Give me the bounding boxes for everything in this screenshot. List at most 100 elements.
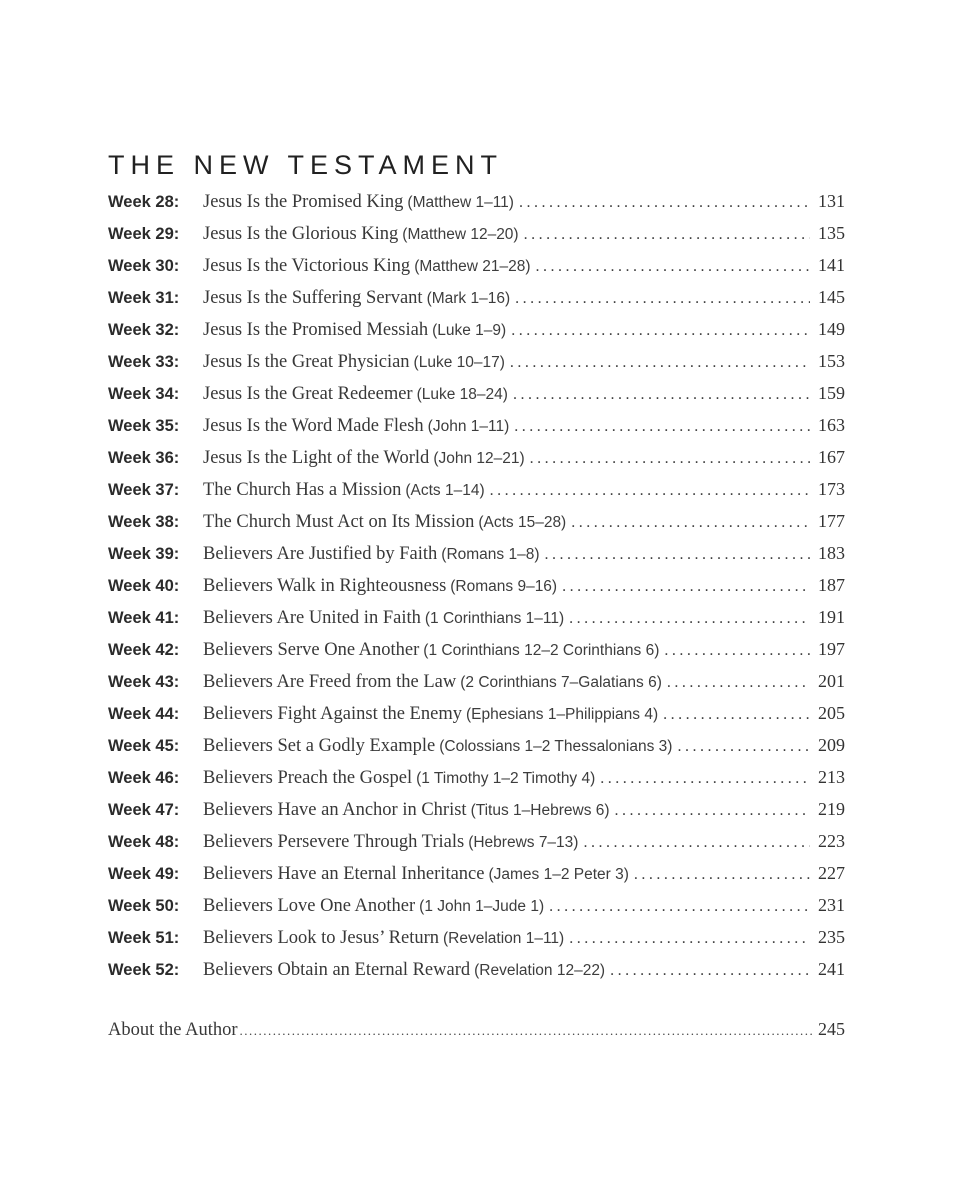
dot-leader: ........................................… <box>569 610 810 627</box>
entry-title: The Church Has a Mission <box>203 480 402 500</box>
entry-title: Jesus Is the Glorious King <box>203 224 399 244</box>
entry-title: Jesus Is the Word Made Flesh <box>203 416 424 436</box>
entry-title: The Church Must Act on Its Mission <box>203 512 475 532</box>
dot-leader: ........................................… <box>610 962 810 979</box>
page-number: 213 <box>818 767 845 787</box>
toc-entry-text: Believers Obtain an Eternal Reward (Reve… <box>203 960 605 981</box>
page-number: 135 <box>818 223 845 243</box>
week-label: Week 43: <box>108 673 180 691</box>
toc-row: Week 28: Jesus Is the Promised King (Mat… <box>108 191 845 223</box>
toc-row: Week 48: Believers Persevere Through Tri… <box>108 831 845 863</box>
scripture-reference: (1 Corinthians 12–2 Corinthians 6) <box>423 642 660 659</box>
toc-entry-text: The Church Must Act on Its Mission (Acts… <box>203 512 566 533</box>
toc-row: Week 34: Jesus Is the Great Redeemer (Lu… <box>108 383 845 415</box>
page-number: 173 <box>818 479 845 499</box>
toc-row: Week 44: Believers Fight Against the Ene… <box>108 703 845 735</box>
toc-row: Week 49: Believers Have an Eternal Inher… <box>108 863 845 895</box>
entry-title: Believers Are Justified by Faith <box>203 544 438 564</box>
toc-entry-text: Believers Persevere Through Trials (Hebr… <box>203 832 578 853</box>
toc-entry-text: Believers Serve One Another (1 Corinthia… <box>203 640 659 661</box>
dot-leader: ........................................… <box>511 322 810 339</box>
page-number: 191 <box>818 607 845 627</box>
page-number: 131 <box>818 191 845 211</box>
toc-entry-text: Believers Fight Against the Enemy (Ephes… <box>203 704 658 725</box>
page-number: 235 <box>818 927 845 947</box>
scripture-reference: (Mark 1–16) <box>426 290 511 307</box>
scripture-reference: (Luke 1–9) <box>432 322 507 339</box>
dot-leader: ........................................… <box>489 482 810 499</box>
week-label: Week 49: <box>108 865 180 883</box>
dot-leader: ........................................… <box>614 802 810 819</box>
scripture-reference: (John 12–21) <box>433 450 525 467</box>
week-label: Week 42: <box>108 641 180 659</box>
entry-title: Jesus Is the Victorious King <box>203 256 411 276</box>
week-label: Week 44: <box>108 705 180 723</box>
dot-leader: ........................................… <box>677 738 810 755</box>
week-label: Week 51: <box>108 929 180 947</box>
dot-leader: ........................................… <box>571 514 810 531</box>
entry-title: Jesus Is the Great Redeemer <box>203 384 413 404</box>
dot-leader: ........................................… <box>544 546 810 563</box>
dot-leader: ........................................… <box>633 866 810 883</box>
dot-leader: ........................................… <box>666 674 810 691</box>
page-number: 209 <box>818 735 845 755</box>
page-number: 241 <box>818 959 845 979</box>
scripture-reference: (Matthew 12–20) <box>402 226 519 243</box>
about-author-row: About the Author .......................… <box>108 1019 845 1041</box>
page-number: 141 <box>818 255 845 275</box>
dot-leader: ........................................… <box>512 386 810 403</box>
page-number: 245 <box>818 1019 845 1039</box>
entry-title: Jesus Is the Light of the World <box>203 448 430 468</box>
week-label: Week 46: <box>108 769 180 787</box>
scripture-reference: (1 Timothy 1–2 Timothy 4) <box>416 770 596 787</box>
dot-leader: ........................................… <box>239 1023 813 1038</box>
week-label: Week 52: <box>108 961 180 979</box>
entry-title: Believers Have an Eternal Inheritance <box>203 864 485 884</box>
toc-row: Week 41: Believers Are United in Faith (… <box>108 607 845 639</box>
toc-entry-text: Jesus Is the Word Made Flesh (John 1–11) <box>203 416 509 437</box>
page-number: 219 <box>818 799 845 819</box>
page-number: 153 <box>818 351 845 371</box>
toc-row: Week 37: The Church Has a Mission (Acts … <box>108 479 845 511</box>
dot-leader: ........................................… <box>529 450 810 467</box>
scripture-reference: (Luke 18–24) <box>416 386 508 403</box>
toc-row: Week 32: Jesus Is the Promised Messiah (… <box>108 319 845 351</box>
toc-row: Week 29: Jesus Is the Glorious King (Mat… <box>108 223 845 255</box>
week-label: Week 30: <box>108 257 180 275</box>
toc-entry-text: Believers Walk in Righteousness (Romans … <box>203 576 557 597</box>
toc-list: Week 28: Jesus Is the Promised King (Mat… <box>108 191 845 991</box>
toc-row: Week 35: Jesus Is the Word Made Flesh (J… <box>108 415 845 447</box>
page-number: 163 <box>818 415 845 435</box>
scripture-reference: (Revelation 1–11) <box>443 930 565 947</box>
toc-row: Week 33: Jesus Is the Great Physician (L… <box>108 351 845 383</box>
toc-entry-text: Believers Have an Eternal Inheritance (J… <box>203 864 629 885</box>
toc-entry-text: Jesus Is the Great Redeemer (Luke 18–24) <box>203 384 508 405</box>
toc-entry-text: Believers Look to Jesus’ Return (Revelat… <box>203 928 564 949</box>
week-label: Week 36: <box>108 449 180 467</box>
scripture-reference: (Revelation 12–22) <box>474 962 606 979</box>
toc-entry-text: Believers Are Justified by Faith (Romans… <box>203 544 540 565</box>
toc-row: Week 42: Believers Serve One Another (1 … <box>108 639 845 671</box>
page-number: 205 <box>818 703 845 723</box>
week-label: Week 40: <box>108 577 180 595</box>
scripture-reference: (Hebrews 7–13) <box>468 834 579 851</box>
entry-title: Believers Walk in Righteousness <box>203 576 447 596</box>
toc-entry-text: Jesus Is the Promised Messiah (Luke 1–9) <box>203 320 506 341</box>
week-label: Week 48: <box>108 833 180 851</box>
page-number: 149 <box>818 319 845 339</box>
toc-entry-text: Jesus Is the Promised King (Matthew 1–11… <box>203 192 514 213</box>
toc-entry-text: Jesus Is the Victorious King (Matthew 21… <box>203 256 531 277</box>
dot-leader: ........................................… <box>600 770 810 787</box>
entry-title: Believers Look to Jesus’ Return <box>203 928 440 948</box>
entry-title: Believers Persevere Through Trials <box>203 832 465 852</box>
dot-leader: ........................................… <box>509 354 810 371</box>
week-label: Week 32: <box>108 321 180 339</box>
scripture-reference: (Acts 1–14) <box>405 482 485 499</box>
scripture-reference: (Matthew 1–11) <box>407 194 514 211</box>
dot-leader: ........................................… <box>569 930 810 947</box>
entry-title: Believers Fight Against the Enemy <box>203 704 462 724</box>
week-label: Week 47: <box>108 801 180 819</box>
dot-leader: ........................................… <box>562 578 810 595</box>
page-number: 167 <box>818 447 845 467</box>
